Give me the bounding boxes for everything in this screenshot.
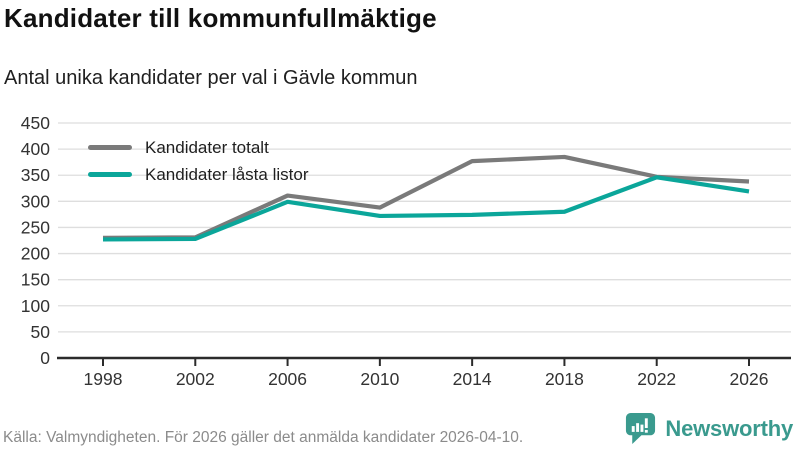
newsworthy-speech-bubble-bar-chart-icon [626,412,656,445]
legend-item-locked-lists: Kandidater låsta listor [88,161,308,188]
newsworthy-logo: Newsworthy [624,411,793,446]
svg-text:2026: 2026 [730,369,769,389]
chart-legend: Kandidater totalt Kandidater låsta listo… [88,134,308,188]
legend-item-total: Kandidater totalt [88,134,308,161]
legend-label-locked-lists: Kandidater låsta listor [145,164,309,184]
line-chart-plot: 0 50 100 150 200 250 300 350 400 450 1998 2002 2006 2… [21,113,791,389]
svg-text:300: 300 [21,191,50,211]
svg-text:1998: 1998 [84,369,123,389]
legend-swatch-locked-lists [88,172,132,177]
svg-text:2010: 2010 [360,369,399,389]
page-title: Kandidater till kommunfullmäktige [4,3,437,33]
svg-text:2018: 2018 [545,369,584,389]
brand-name: Newsworthy [665,415,793,441]
svg-text:2002: 2002 [176,369,215,389]
svg-text:250: 250 [21,217,50,237]
legend-swatch-total [88,145,132,150]
svg-text:2014: 2014 [453,369,492,389]
svg-text:50: 50 [31,322,51,342]
svg-text:100: 100 [21,296,50,316]
svg-text:2006: 2006 [268,369,307,389]
legend-label-total: Kandidater totalt [145,137,269,157]
svg-text:200: 200 [21,244,50,264]
svg-text:0: 0 [40,348,50,368]
chart-subtitle: Antal unika kandidater per val i Gävle k… [4,67,418,89]
svg-text:450: 450 [21,113,50,133]
svg-text:2022: 2022 [637,369,676,389]
svg-text:350: 350 [21,165,50,185]
svg-text:150: 150 [21,270,50,290]
source-note: Källa: Valmyndigheten. För 2026 gäller d… [3,429,524,446]
svg-text:400: 400 [21,139,50,159]
